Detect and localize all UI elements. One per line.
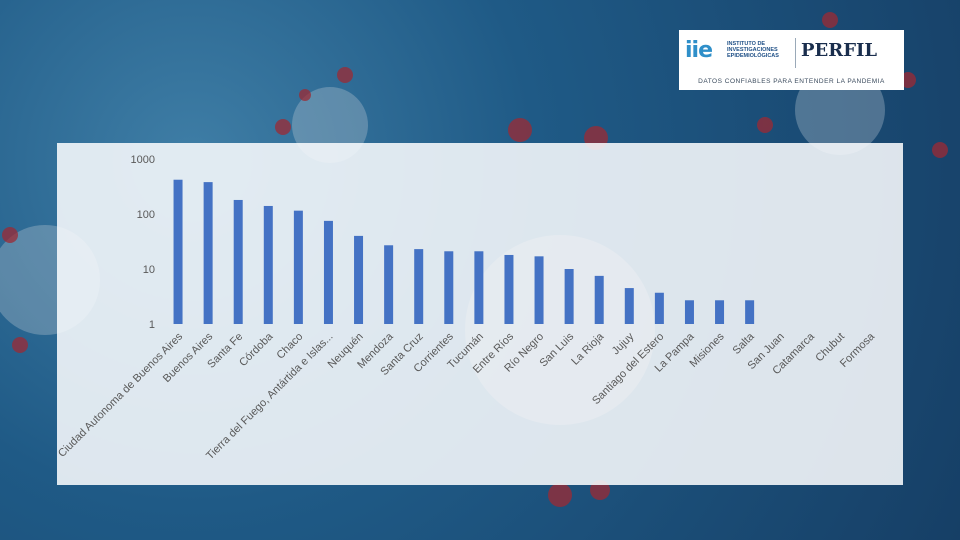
x-tick-label: Salta: [731, 330, 758, 357]
bar: [384, 245, 394, 324]
bar: [474, 251, 484, 324]
bar: [203, 182, 213, 324]
bar: [654, 292, 664, 324]
brand-logo: iie INSTITUTO DE INVESTIGACIONES EPIDEMI…: [679, 30, 904, 90]
bar: [534, 256, 544, 324]
bar: [444, 251, 454, 324]
bar: [715, 300, 725, 324]
logo-divider: [795, 38, 796, 68]
y-tick-label: 10: [143, 264, 155, 276]
bar: [594, 275, 604, 324]
bar: [263, 205, 273, 324]
bar: [504, 254, 514, 324]
x-tick-label: Ciudad Autonoma de Buenos Aires: [56, 330, 185, 459]
y-axis: 1 10 100 1000: [131, 154, 155, 331]
x-tick-label: La Rioja: [569, 330, 607, 368]
y-tick-label: 1: [149, 319, 155, 331]
x-tick-label: Formosa: [838, 330, 878, 370]
iie-logo-mark: iie: [685, 38, 713, 63]
bars: [173, 179, 755, 324]
bar: [684, 300, 694, 324]
x-tick-label: Córdoba: [237, 330, 276, 369]
y-tick-label: 1000: [131, 154, 155, 166]
y-tick-label: 100: [137, 209, 155, 221]
bar: [564, 269, 574, 324]
bar: [624, 288, 634, 324]
perfil-logo: PERFIL: [801, 40, 878, 61]
bar: [293, 210, 303, 324]
x-tick-label: Jujuy: [610, 330, 637, 357]
bar: [233, 199, 243, 324]
bar: [323, 220, 333, 324]
brand-tagline: DATOS CONFIABLES PARA ENTENDER LA PANDEM…: [698, 78, 885, 85]
bar: [414, 249, 424, 324]
x-tick-label: San Luis: [537, 330, 576, 369]
iie-logo-text: INSTITUTO DE INVESTIGACIONES EPIDEMIOLÓG…: [727, 41, 779, 59]
bar: [745, 300, 755, 324]
bar: [173, 179, 183, 324]
bar: [354, 235, 364, 324]
